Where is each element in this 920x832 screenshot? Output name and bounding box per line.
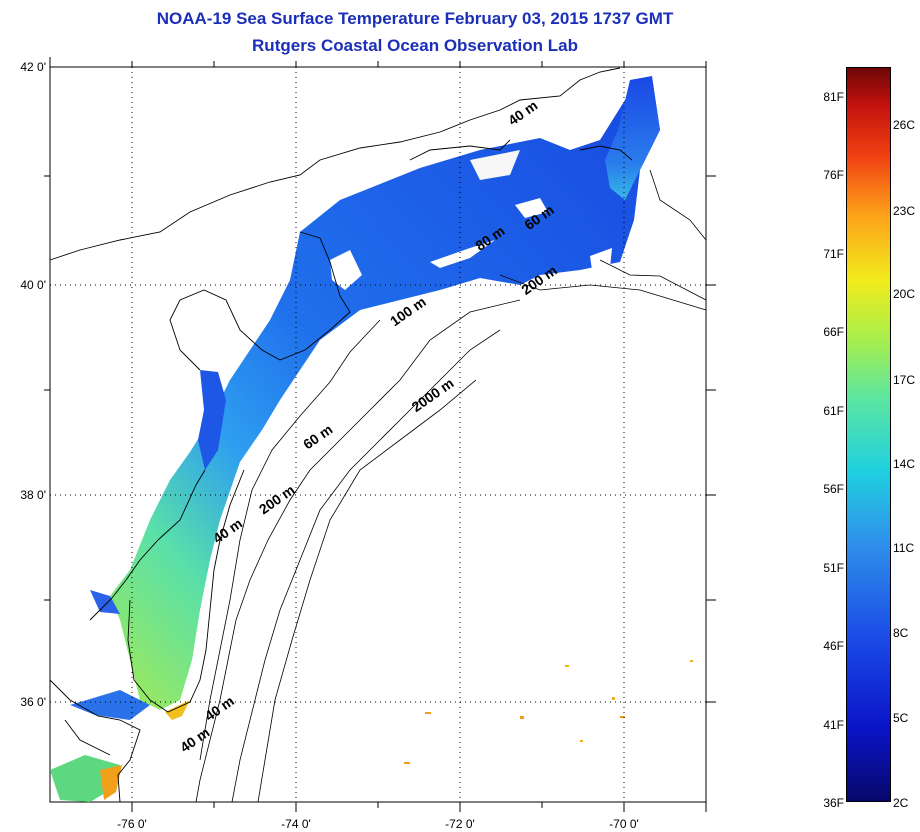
colorbar-c-label: 23C bbox=[893, 204, 916, 218]
colorbar-f-label: 56F bbox=[823, 482, 844, 496]
colorbar-c-label: 2C bbox=[893, 796, 909, 810]
coastline bbox=[49, 67, 633, 803]
colorbar-f-label: 46F bbox=[823, 639, 844, 653]
map-subtitle: Rutgers Coastal Ocean Observation Lab bbox=[252, 36, 578, 55]
lat-label-36: 36 0' bbox=[20, 695, 46, 709]
lat-label-40: 40 0' bbox=[20, 278, 46, 292]
colorbar-f-label: 61F bbox=[823, 404, 844, 418]
colorbar-c-label: 26C bbox=[893, 118, 916, 132]
colorbar-f-label: 76F bbox=[823, 168, 844, 182]
colorbar-f-label: 71F bbox=[823, 247, 844, 261]
sst-swath bbox=[50, 76, 693, 802]
temperature-colorbar bbox=[846, 67, 891, 802]
lon-label-70: -70 0' bbox=[609, 817, 639, 831]
lat-label-38: 38 0' bbox=[20, 488, 46, 502]
colorbar-f-label: 41F bbox=[823, 718, 844, 732]
bathymetry-contours bbox=[195, 169, 707, 803]
colorbar-f-label: 36F bbox=[823, 796, 844, 810]
frame-ticks bbox=[44, 57, 716, 812]
colorbar-f-label: 51F bbox=[823, 561, 844, 575]
colorbar-c-label: 20C bbox=[893, 287, 916, 301]
lat-label-42: 42 0' bbox=[20, 60, 46, 74]
lon-label-72: -72 0' bbox=[445, 817, 475, 831]
lon-label-76: -76 0' bbox=[117, 817, 147, 831]
map-title: NOAA-19 Sea Surface Temperature February… bbox=[156, 9, 674, 28]
colorbar-c-label: 5C bbox=[893, 711, 909, 725]
colorbar-f-label: 81F bbox=[823, 90, 844, 104]
lon-label-74: -74 0' bbox=[281, 817, 311, 831]
colorbar-c-label: 14C bbox=[893, 457, 916, 471]
colorbar-c-label: 8C bbox=[893, 626, 909, 640]
colorbar-f-label: 66F bbox=[823, 325, 844, 339]
colorbar-c-label: 17C bbox=[893, 373, 916, 387]
colorbar-c-label: 11C bbox=[893, 541, 915, 555]
